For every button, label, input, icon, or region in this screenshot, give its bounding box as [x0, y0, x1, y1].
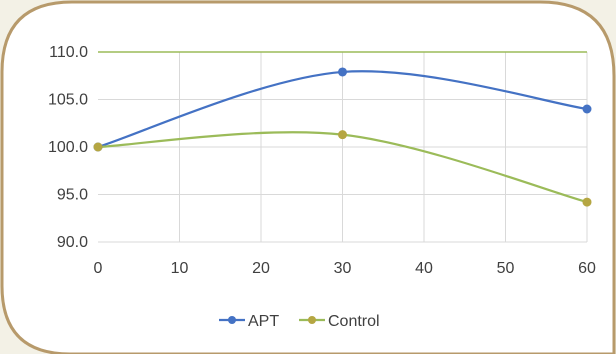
legend-marker-apt	[228, 316, 236, 324]
y-tick-labels: 90.0 95.0 100.0 105.0 110.0	[48, 44, 88, 251]
x-tick-label: 10	[171, 260, 189, 277]
x-tick-label: 30	[334, 260, 352, 277]
y-tick-label: 90.0	[57, 234, 88, 251]
data-markers	[93, 67, 592, 207]
x-tick-label: 20	[252, 260, 270, 277]
gridlines	[98, 52, 588, 242]
data-point-control-x30	[338, 130, 347, 140]
legend-label-control: Control	[328, 313, 380, 330]
legend-label-apt: APT	[248, 313, 279, 330]
data-point-apt-x30	[338, 67, 347, 77]
y-tick-label: 110.0	[49, 44, 88, 61]
y-tick-label: 95.0	[57, 187, 88, 204]
x-tick-label: 40	[415, 260, 433, 277]
legend-marker-control	[308, 316, 316, 324]
data-point-control-x60	[582, 197, 592, 207]
x-tick-label: 0	[94, 260, 103, 277]
x-tick-label: 50	[497, 260, 515, 277]
legend-item-control: Control	[299, 313, 380, 330]
y-tick-label: 100.0	[48, 139, 88, 156]
y-tick-label: 105.0	[48, 92, 88, 109]
axes	[98, 51, 587, 243]
legend-item-apt: APT	[219, 313, 279, 330]
data-point-control-x0	[93, 142, 103, 152]
legend: APT Control	[219, 313, 380, 330]
x-tick-label: 60	[578, 260, 596, 277]
data-point-apt-x60	[582, 104, 592, 114]
x-tick-labels: 0 10 20 30 40 50 60	[94, 260, 596, 277]
